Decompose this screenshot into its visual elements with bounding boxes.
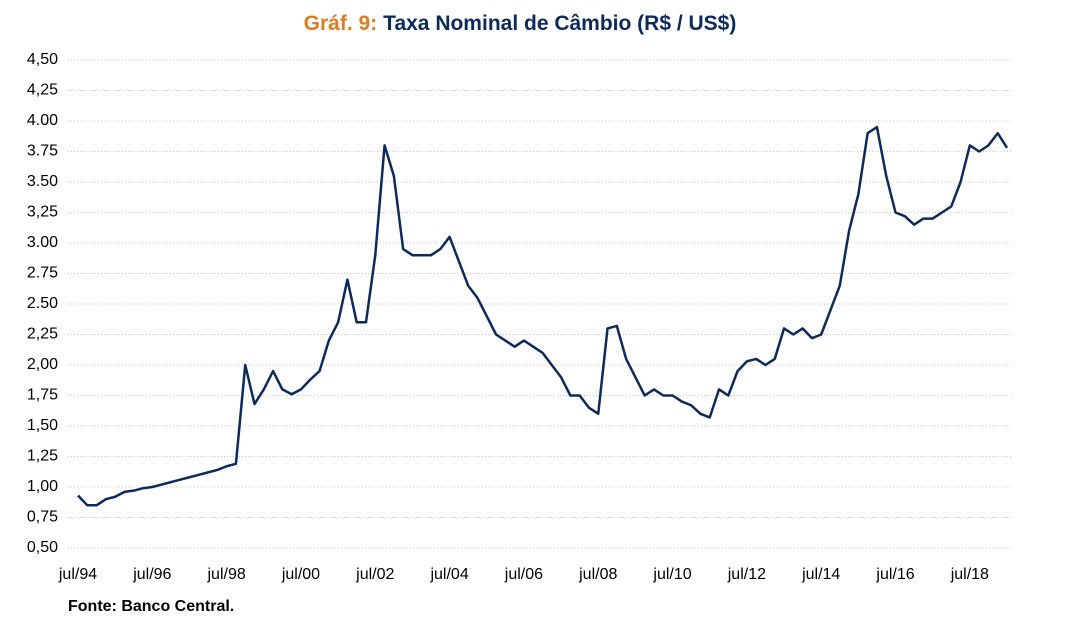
- y-tick-label: 4.00: [27, 112, 58, 129]
- y-tick-label: 2.50: [27, 295, 58, 312]
- y-tick-label: 0,50: [27, 539, 58, 556]
- y-tick-label: 3.75: [27, 143, 58, 160]
- y-tick-label: 3.00: [27, 234, 58, 251]
- x-tick-label: jul/14: [801, 566, 840, 583]
- y-tick-label: 4,50: [27, 51, 58, 68]
- y-tick-label: 1,00: [27, 478, 58, 495]
- x-tick-label: jul/10: [652, 566, 691, 583]
- y-tick-label: 3.50: [27, 173, 58, 190]
- y-tick-label: 2.75: [27, 265, 58, 282]
- x-tick-label: jul/94: [58, 566, 97, 583]
- y-tick-label: 0,75: [27, 509, 58, 526]
- y-tick-label: 1,75: [27, 387, 58, 404]
- source-note: Fonte: Banco Central.: [68, 598, 234, 615]
- x-tick-label: jul/98: [207, 566, 246, 583]
- y-tick-label: 2,00: [27, 356, 58, 373]
- x-tick-label: jul/02: [355, 566, 394, 583]
- data-line: [77, 125, 1009, 507]
- x-tick-label: jul/18: [950, 566, 989, 583]
- x-tick-label: jul/08: [578, 566, 617, 583]
- x-tick-label: jul/12: [727, 566, 766, 583]
- y-tick-label: 4,25: [27, 82, 58, 99]
- x-tick-label: jul/06: [504, 566, 543, 583]
- title-label: Gráf. 9:: [304, 12, 378, 35]
- x-tick-label: jul/96: [132, 566, 171, 583]
- y-tick-label: 3,25: [27, 204, 58, 221]
- chart-title: Gráf. 9: Taxa Nominal de Câmbio (R$ / US$…: [304, 12, 737, 35]
- y-tick-label: 1,25: [27, 448, 58, 465]
- title-text: Taxa Nominal de Câmbio (R$ / US$): [383, 12, 736, 35]
- x-tick-label: jul/04: [429, 566, 468, 583]
- x-tick-label: jul/00: [281, 566, 320, 583]
- y-tick-label: 2,25: [27, 326, 58, 343]
- y-tick-label: 1,50: [27, 417, 58, 434]
- x-tick-label: jul/16: [875, 566, 914, 583]
